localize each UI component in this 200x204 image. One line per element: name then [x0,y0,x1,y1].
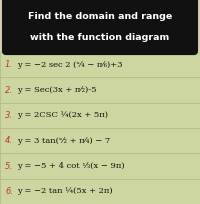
Text: Find the domain and range: Find the domain and range [28,12,172,21]
FancyBboxPatch shape [0,52,200,77]
FancyBboxPatch shape [0,153,200,179]
FancyBboxPatch shape [0,128,200,153]
FancyBboxPatch shape [0,179,200,204]
Text: y = −2 sec 2 (ˣ⁄₄ − π⁄₆)+3: y = −2 sec 2 (ˣ⁄₄ − π⁄₆)+3 [17,61,122,69]
FancyBboxPatch shape [0,77,200,103]
Text: y = Sec(3x + π⁄₂)-5: y = Sec(3x + π⁄₂)-5 [17,86,96,94]
Text: y = 2CSC ¼(2x + 5π): y = 2CSC ¼(2x + 5π) [17,111,108,119]
Text: y = −2 tan ¼(5x + 2π): y = −2 tan ¼(5x + 2π) [17,187,113,195]
Text: 4.: 4. [5,136,13,145]
Text: 6.: 6. [5,187,13,196]
Text: y = −5 + 4 cot ⅓(x − 9π): y = −5 + 4 cot ⅓(x − 9π) [17,162,125,170]
FancyBboxPatch shape [0,103,200,128]
Text: 2.: 2. [5,85,13,94]
Text: 1.: 1. [5,60,13,69]
Text: 3.: 3. [5,111,13,120]
Text: y = 3 tan(ˣ⁄₂ + π⁄₄) − 7: y = 3 tan(ˣ⁄₂ + π⁄₄) − 7 [17,137,110,145]
Text: 5.: 5. [5,162,13,171]
Text: with the function diagram: with the function diagram [30,33,170,42]
FancyBboxPatch shape [2,0,198,55]
